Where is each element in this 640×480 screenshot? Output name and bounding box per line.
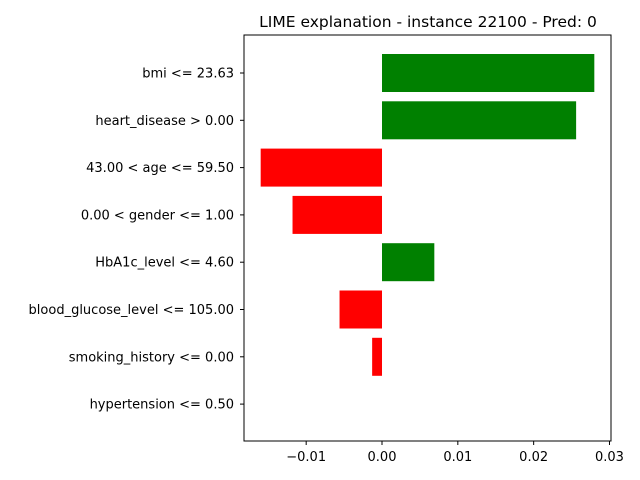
x-tick-label: 0.03 bbox=[595, 450, 624, 465]
x-tick-label: 0.01 bbox=[443, 450, 472, 465]
bar-5 bbox=[339, 290, 383, 329]
x-ticks-group: −0.01 0.00 0.01 0.02 0.03 bbox=[286, 441, 624, 465]
category-label: blood_glucose_level <= 105.00 bbox=[29, 303, 234, 318]
bar-2 bbox=[260, 148, 383, 187]
category-label: HbA1c_level <= 4.60 bbox=[95, 256, 234, 271]
chart-title: LIME explanation - instance 22100 - Pred… bbox=[259, 13, 597, 31]
category-label: smoking_history <= 0.00 bbox=[69, 350, 234, 365]
x-tick-label: 0.00 bbox=[368, 450, 397, 465]
bar-1 bbox=[382, 101, 577, 140]
x-tick-label: −0.01 bbox=[286, 450, 326, 465]
bar-6 bbox=[372, 337, 383, 376]
bar-0 bbox=[382, 54, 595, 92]
bar-4 bbox=[382, 243, 435, 282]
bars-group bbox=[260, 54, 595, 376]
category-label: hypertension <= 0.50 bbox=[90, 398, 234, 413]
category-label: bmi <= 23.63 bbox=[142, 67, 234, 82]
category-label: heart_disease > 0.00 bbox=[95, 114, 234, 129]
x-tick-label: 0.02 bbox=[519, 450, 548, 465]
bar-3 bbox=[292, 195, 383, 234]
category-label: 43.00 < age <= 59.50 bbox=[86, 161, 234, 176]
category-label: 0.00 < gender <= 1.00 bbox=[81, 208, 234, 223]
category-labels-group: bmi <= 23.63 heart_disease > 0.00 43.00 < … bbox=[29, 67, 244, 413]
plot-area-frame bbox=[243, 34, 612, 442]
